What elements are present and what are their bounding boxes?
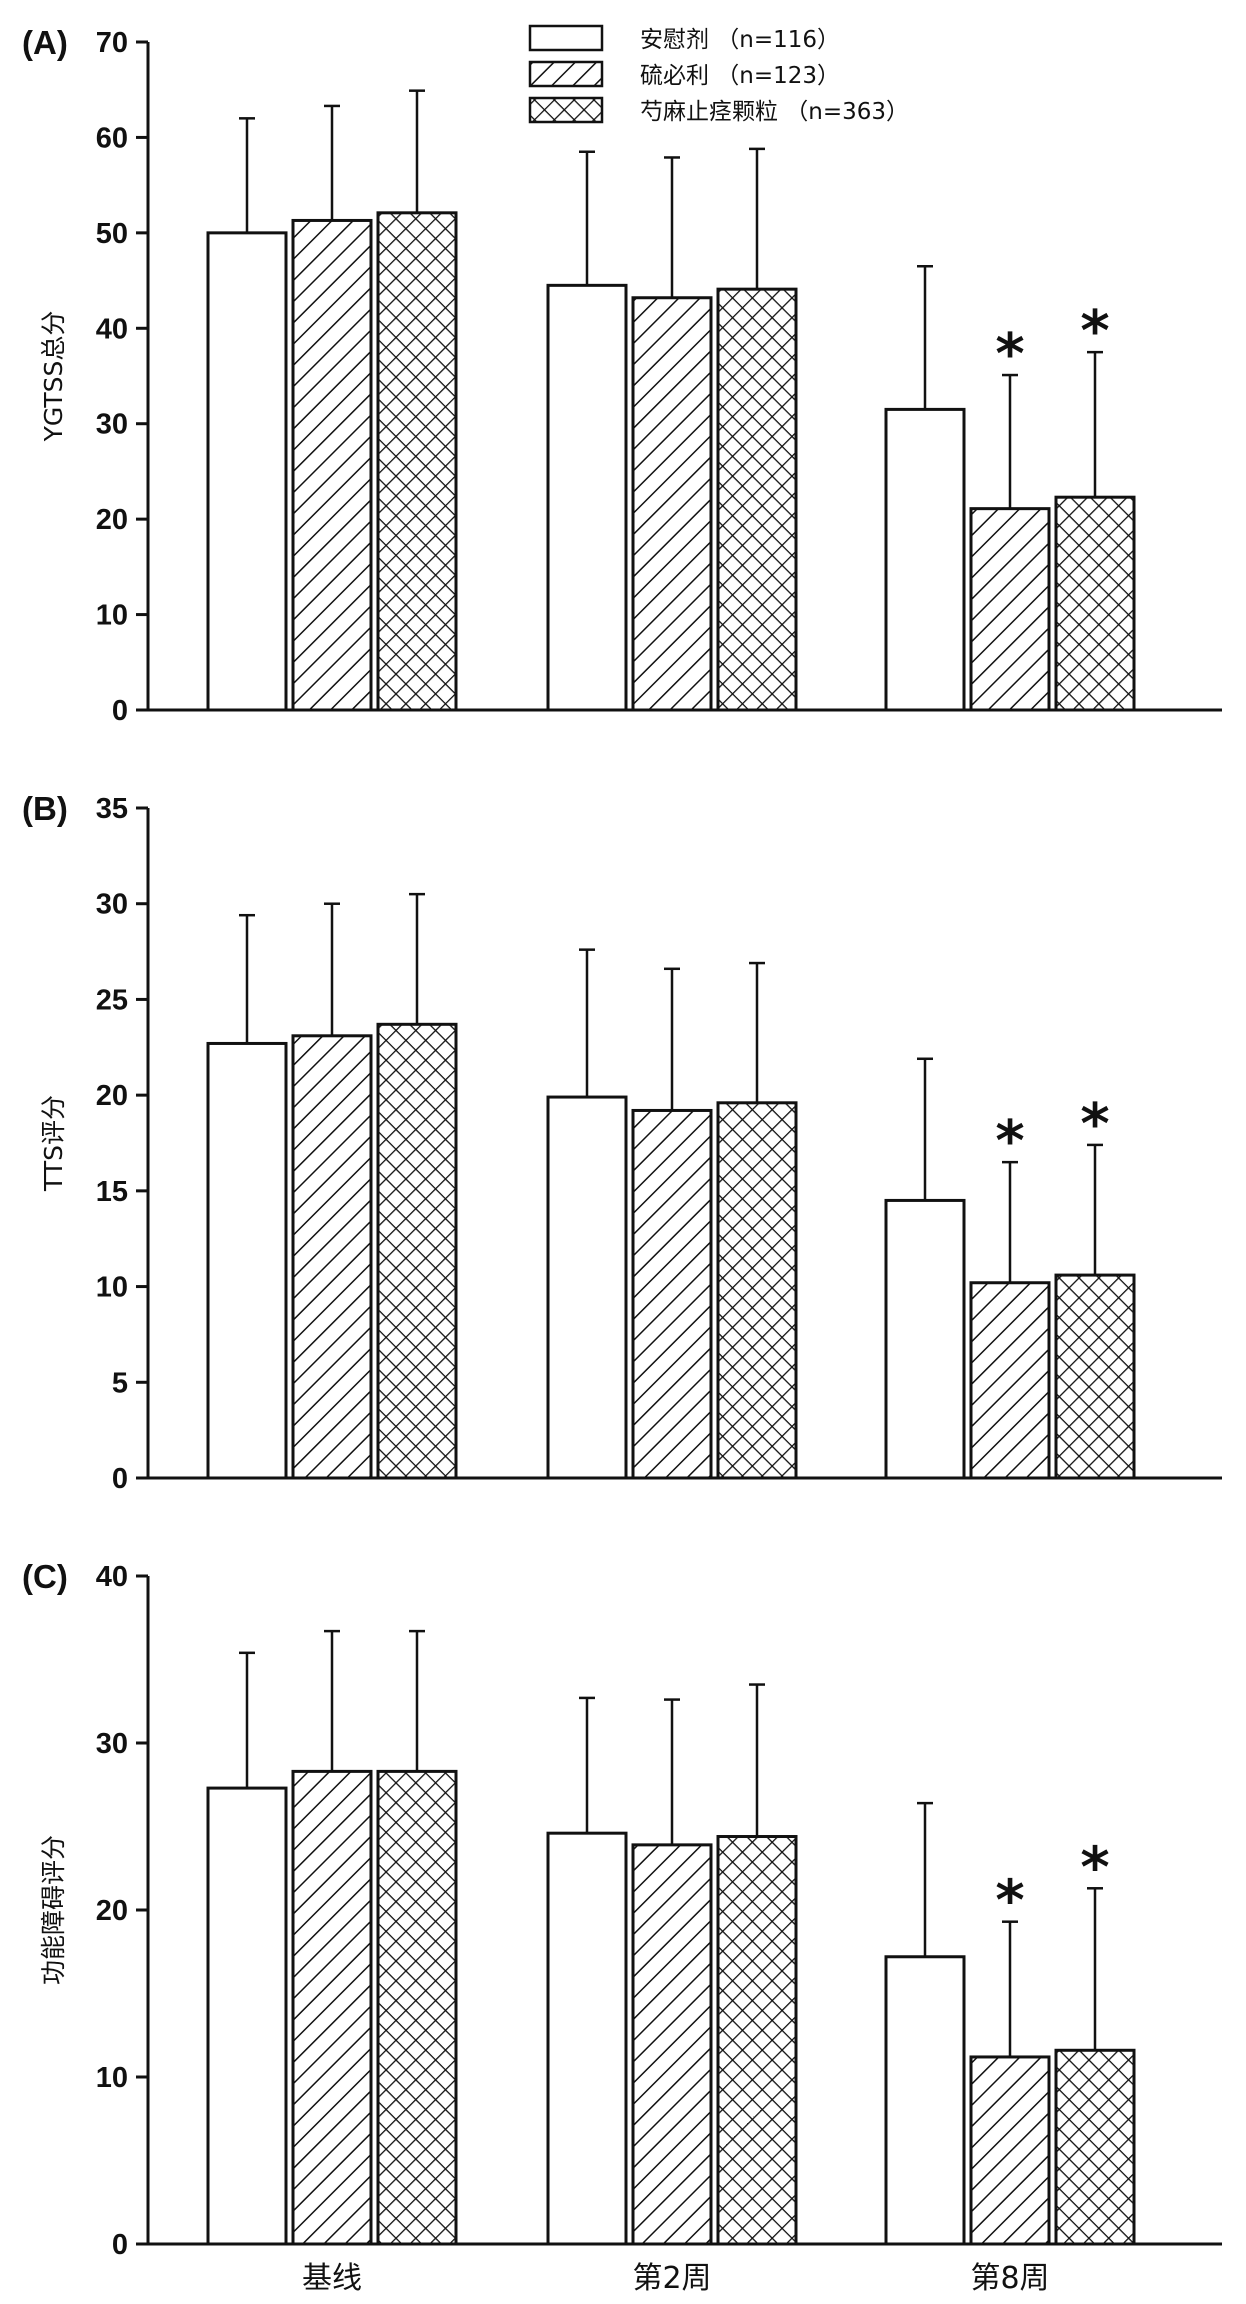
bar-b-week8-tiapride bbox=[969, 1281, 1051, 1480]
bar-b-week2-shaoma bbox=[716, 1101, 798, 1480]
bar-b-week2-tiapride bbox=[631, 1108, 713, 1480]
y-tick-label-c-30: 30 bbox=[96, 1728, 128, 1760]
y-axis-label-b: TTS评分 bbox=[39, 1095, 68, 1192]
y-tick-label-a-20: 20 bbox=[96, 504, 128, 536]
bar-a-week2-shaoma bbox=[716, 287, 798, 712]
y-tick-label-c-10: 10 bbox=[96, 2062, 128, 2094]
bar-a-baseline-shaoma bbox=[376, 211, 458, 712]
legend-item-shaoma: 芍麻止痉颗粒 （n=363） bbox=[528, 96, 909, 125]
y-tick-label-a-50: 50 bbox=[96, 218, 128, 250]
significance-star-a-shaoma: * bbox=[1080, 299, 1109, 364]
significance-star-b-shaoma: * bbox=[1080, 1092, 1109, 1157]
y-tick-label-c-20: 20 bbox=[96, 1895, 128, 1927]
bar-b-week8-placebo bbox=[884, 1198, 966, 1480]
significance-star-c-tiapride: * bbox=[995, 1869, 1024, 1934]
bar-a-week8-shaoma bbox=[1054, 495, 1136, 712]
y-tick-label-b-0: 0 bbox=[112, 1463, 128, 1495]
legend-swatch-placebo bbox=[528, 24, 604, 52]
bar-b-week8-shaoma bbox=[1054, 1273, 1136, 1480]
legend-label-placebo: 安慰剂 （n=116） bbox=[640, 27, 840, 53]
panel-c: (C) 0 10 20 30 40 功能障碍评分 * * 基线 第2周 第8周 bbox=[22, 1558, 1222, 2296]
legend-label-tiapride: 硫必利 （n=123） bbox=[640, 63, 840, 89]
panel-b: (B) 0 5 10 15 20 25 30 35 TTS评分 * * bbox=[22, 790, 1222, 1495]
bar-c-week2-tiapride bbox=[631, 1843, 713, 2246]
bar-a-baseline-tiapride bbox=[291, 218, 373, 712]
panel-a: (A) 0 10 20 30 40 50 60 70 YGTSS总分 * * bbox=[22, 24, 1222, 727]
legend-item-tiapride: 硫必利 （n=123） bbox=[528, 60, 840, 89]
bar-a-baseline-placebo bbox=[206, 231, 288, 712]
bar-a-week8-tiapride bbox=[969, 507, 1051, 712]
y-tick-label-b-5: 5 bbox=[112, 1367, 128, 1399]
legend-swatch-shaoma bbox=[528, 96, 604, 124]
bar-c-week8-placebo bbox=[884, 1955, 966, 2246]
y-tick-label-a-40: 40 bbox=[96, 313, 128, 345]
y-tick-label-b-25: 25 bbox=[96, 984, 128, 1016]
legend-swatch-tiapride bbox=[528, 60, 604, 88]
legend-label-shaoma: 芍麻止痉颗粒 （n=363） bbox=[640, 99, 909, 125]
bar-c-baseline-tiapride bbox=[291, 1769, 373, 2246]
significance-star-c-shaoma: * bbox=[1080, 1835, 1109, 1900]
y-tick-label-c-0: 0 bbox=[112, 2229, 128, 2261]
x-category-label-baseline: 基线 bbox=[302, 2261, 362, 2296]
significance-star-a-tiapride: * bbox=[995, 322, 1024, 387]
bar-c-week8-shaoma bbox=[1054, 2048, 1136, 2246]
y-tick-label-a-0: 0 bbox=[112, 695, 128, 727]
bar-a-week8-placebo bbox=[884, 407, 966, 712]
y-tick-label-c-40: 40 bbox=[96, 1561, 128, 1593]
x-category-label-week8: 第8周 bbox=[970, 2261, 1049, 2296]
bar-c-week8-tiapride bbox=[969, 2055, 1051, 2246]
y-tick-label-b-30: 30 bbox=[96, 889, 128, 921]
y-axis-label-c: 功能障碍评分 bbox=[39, 1835, 68, 1985]
bar-b-baseline-shaoma bbox=[376, 1022, 458, 1480]
y-tick-label-a-30: 30 bbox=[96, 409, 128, 441]
panel-label-a: (A) bbox=[22, 24, 68, 61]
y-tick-label-a-10: 10 bbox=[96, 600, 128, 632]
bar-b-week2-placebo bbox=[546, 1095, 628, 1480]
legend-item-placebo: 安慰剂 （n=116） bbox=[528, 24, 840, 53]
x-category-label-week2: 第2周 bbox=[632, 2261, 711, 2296]
panel-label-c: (C) bbox=[22, 1558, 68, 1595]
bar-c-week2-shaoma bbox=[716, 1835, 798, 2246]
y-tick-label-a-70: 70 bbox=[96, 27, 128, 59]
y-tick-label-a-60: 60 bbox=[96, 122, 128, 154]
y-tick-label-b-20: 20 bbox=[96, 1080, 128, 1112]
bar-a-week2-placebo bbox=[546, 283, 628, 712]
y-axis-label-a: YGTSS总分 bbox=[39, 311, 68, 443]
bar-c-baseline-placebo bbox=[206, 1786, 288, 2246]
legend: 安慰剂 （n=116） 硫必利 （n=123） 芍麻止痉颗粒 （n=363） bbox=[528, 24, 909, 125]
y-tick-label-b-15: 15 bbox=[96, 1176, 128, 1208]
bar-c-baseline-shaoma bbox=[376, 1769, 458, 2246]
bar-a-week2-tiapride bbox=[631, 296, 713, 712]
y-tick-label-b-35: 35 bbox=[96, 793, 128, 825]
bar-b-baseline-tiapride bbox=[291, 1034, 373, 1480]
significance-star-b-tiapride: * bbox=[995, 1109, 1024, 1174]
bar-b-baseline-placebo bbox=[206, 1041, 288, 1480]
bar-c-week2-placebo bbox=[546, 1831, 628, 2246]
panel-label-b: (B) bbox=[22, 790, 68, 827]
y-tick-label-b-10: 10 bbox=[96, 1272, 128, 1304]
